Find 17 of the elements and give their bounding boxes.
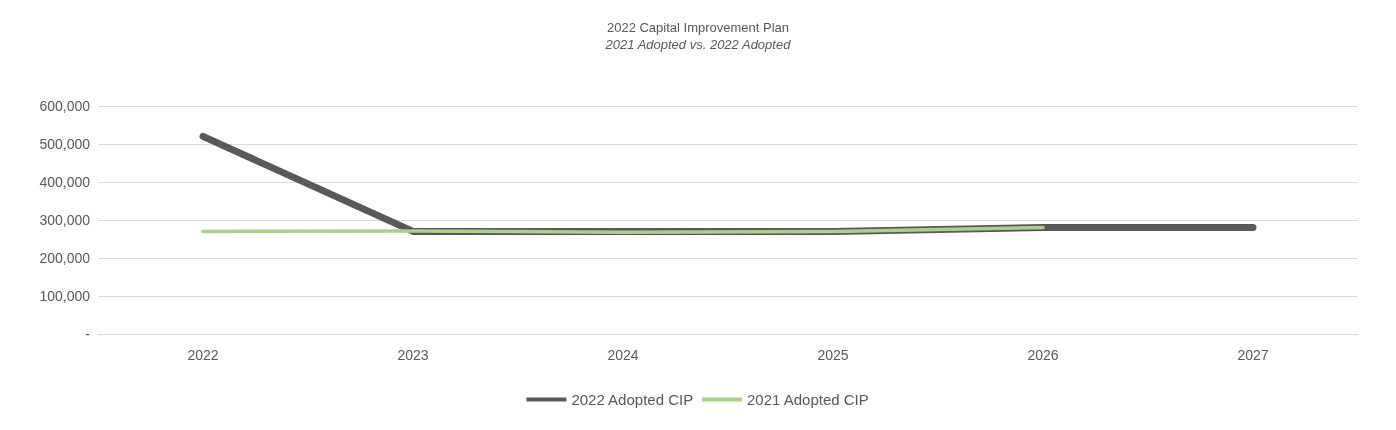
y-tick-label: 300,000 (39, 212, 91, 228)
legend-label: 2021 Adopted CIP (747, 391, 869, 408)
y-tick-label: 500,000 (39, 136, 91, 152)
x-tick-label: 2022 (187, 347, 219, 363)
x-tick-label: 2025 (817, 347, 849, 363)
chart-subtitle: 2021 Adopted vs. 2022 Adopted (604, 37, 792, 52)
y-tick-label: 600,000 (39, 98, 91, 114)
y-tick-label: - (85, 326, 91, 342)
y-tick-label: 100,000 (39, 288, 91, 304)
x-tick-label: 2027 (1237, 347, 1269, 363)
y-tick-label: 400,000 (39, 174, 91, 190)
y-tick-label: 200,000 (39, 250, 91, 266)
x-tick-label: 2023 (397, 347, 429, 363)
legend-label: 2022 Adopted CIP (571, 391, 694, 408)
x-tick-label: 2024 (607, 347, 639, 363)
chart-title: 2022 Capital Improvement Plan (606, 20, 790, 35)
x-tick-label: 2026 (1027, 347, 1059, 363)
